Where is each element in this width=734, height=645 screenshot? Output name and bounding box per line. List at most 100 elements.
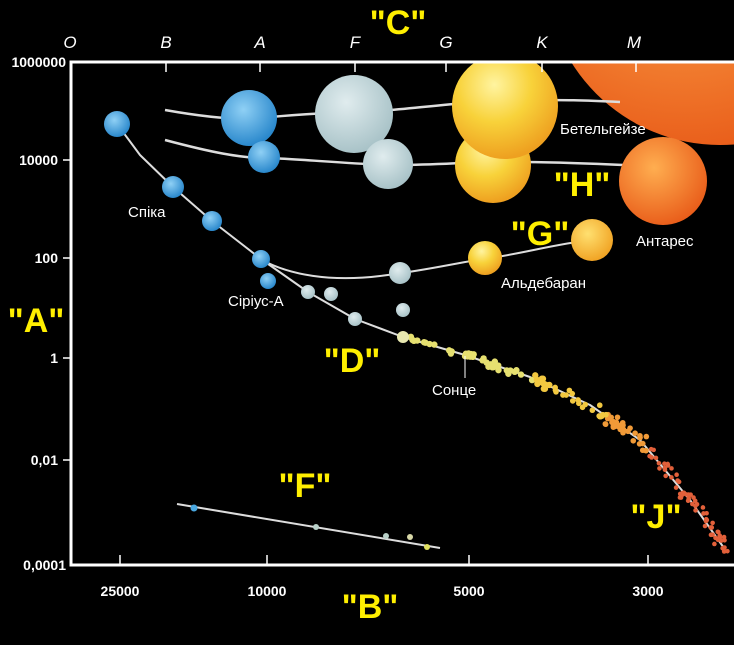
- main-sequence-star: [620, 426, 627, 433]
- main-sequence-star: [700, 505, 706, 510]
- main-sequence-star: [602, 421, 609, 427]
- y-tick: 0,0001: [23, 557, 66, 573]
- class-O: O: [63, 33, 76, 52]
- main-sequence-star: [582, 401, 589, 408]
- main-sequence-star: [569, 398, 576, 404]
- main-sequence-star: [662, 461, 667, 467]
- class-B: B: [160, 33, 171, 52]
- main-sequence-star: [663, 473, 668, 479]
- x-tick: 10000: [248, 583, 287, 599]
- main-sequence-star: [598, 413, 604, 420]
- main-sequence-star: [552, 387, 559, 393]
- star: [260, 273, 276, 289]
- main-sequence-star: [649, 455, 654, 460]
- label-F: "F": [278, 467, 331, 505]
- giant-branch: [261, 239, 593, 280]
- main-sequence-star: [627, 425, 633, 431]
- star: [202, 211, 222, 231]
- x-axis-labels: 25000 10000 5000 3000: [101, 583, 664, 599]
- class-M: M: [627, 33, 642, 52]
- main-sequence-star: [528, 376, 536, 384]
- main-sequence-star: [546, 381, 553, 389]
- plot-area: [104, 62, 734, 554]
- label-A: "A": [8, 302, 65, 340]
- y-tick: 1000000: [11, 54, 66, 70]
- main-sequence-star: [643, 433, 650, 440]
- main-sequence-star: [665, 461, 671, 467]
- class-G: G: [439, 33, 452, 52]
- main-sequence-star: [704, 510, 709, 516]
- class-F: F: [350, 33, 362, 52]
- main-sequence-star: [709, 525, 715, 530]
- main-sequence-star: [563, 392, 570, 398]
- main-sequence-star: [685, 498, 691, 504]
- main-sequence-star: [725, 548, 730, 554]
- star: [396, 303, 410, 317]
- white-dwarf: [383, 533, 389, 539]
- main-sequence-star: [715, 537, 721, 543]
- main-sequence-star: [614, 414, 621, 421]
- main-sequence-star: [630, 437, 637, 444]
- main-sequence-star: [541, 385, 549, 392]
- main-sequence-star: [651, 447, 656, 453]
- main-sequence-star: [603, 411, 609, 418]
- label-G: "G": [511, 215, 570, 253]
- label-sirius: Сіріус-А: [228, 293, 284, 310]
- main-sequence-star: [589, 407, 596, 414]
- star: [452, 62, 558, 159]
- main-sequence-star: [632, 430, 638, 436]
- star-labels: Бетельгейзе Спіка Антарес Сіріус-А Альде…: [128, 121, 694, 399]
- star: [315, 75, 393, 153]
- star: [363, 139, 413, 189]
- label-antares: Антарес: [636, 233, 694, 250]
- main-sequence-star: [702, 523, 708, 529]
- main-sequence-star: [694, 501, 700, 507]
- main-sequence-star: [680, 492, 685, 498]
- tick-marks: [63, 62, 649, 565]
- label-J: "J": [630, 498, 681, 536]
- white-dwarf: [407, 534, 413, 540]
- main-sequence-star: [643, 447, 649, 454]
- y-tick: 100: [35, 250, 59, 266]
- star: [221, 90, 277, 146]
- main-sequence-star: [513, 367, 520, 374]
- main-sequence-star: [489, 361, 496, 368]
- main-sequence-star: [505, 370, 512, 377]
- main-sequence-star: [710, 520, 715, 526]
- main-sequence-star: [712, 541, 717, 547]
- main-sequence-star: [673, 485, 679, 490]
- main-sequence-star: [691, 495, 696, 500]
- antares-star: [619, 137, 707, 225]
- main-sequence-star: [431, 341, 438, 348]
- main-sequence-star: [495, 366, 502, 374]
- white-dwarf: [424, 544, 430, 550]
- main-sequence-star: [662, 467, 668, 473]
- main-sequence-star: [575, 397, 581, 403]
- star: [397, 331, 409, 343]
- star: [104, 111, 130, 137]
- spica-star: [162, 176, 184, 198]
- star: [389, 262, 411, 284]
- main-sequence-star: [414, 337, 421, 344]
- main-sequence-star: [596, 402, 603, 409]
- aldebaran-star: [571, 219, 613, 261]
- main-sequence-star: [721, 534, 727, 540]
- class-K: K: [536, 33, 548, 52]
- star: [468, 241, 502, 275]
- white-dwarf: [190, 504, 198, 512]
- main-sequence-star: [669, 466, 674, 471]
- x-tick: 5000: [453, 583, 484, 599]
- main-sequence-star: [517, 371, 525, 378]
- betelgeuse-star: [571, 62, 734, 145]
- y-tick: 10000: [19, 152, 58, 168]
- axis-frame: [69, 60, 734, 567]
- main-sequence-dots: [400, 333, 730, 554]
- main-sequence-star: [420, 339, 428, 346]
- main-sequence-star: [675, 478, 680, 483]
- label-aldebaran: Альдебаран: [501, 275, 586, 292]
- label-H: "H": [554, 166, 611, 204]
- label-sun: Сонце: [432, 382, 476, 399]
- star: [248, 141, 280, 173]
- main-sequence-star: [690, 501, 695, 507]
